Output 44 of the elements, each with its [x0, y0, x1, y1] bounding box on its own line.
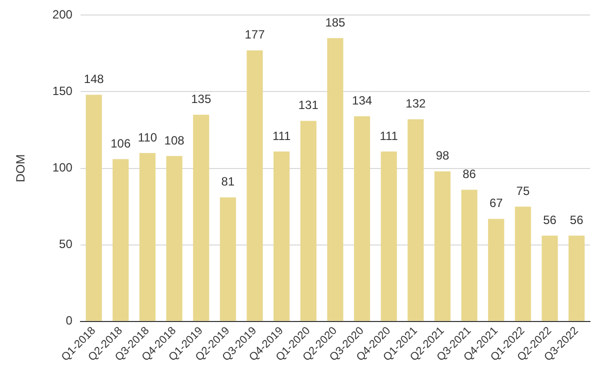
- bar: [542, 236, 558, 321]
- y-tick-label: 50: [59, 237, 73, 252]
- bar: [354, 116, 370, 321]
- bar: [514, 206, 531, 321]
- data-label: 56: [543, 212, 557, 227]
- data-label: 108: [164, 133, 185, 148]
- y-tick-label: 150: [52, 84, 73, 98]
- bar: [488, 218, 504, 321]
- bar: [86, 94, 102, 321]
- bar: [461, 190, 478, 321]
- data-label: 111: [272, 128, 292, 143]
- data-label: 135: [191, 92, 212, 106]
- bar: [568, 236, 585, 321]
- y-axis-title: DOM: [14, 154, 28, 182]
- bar: [166, 156, 182, 321]
- bar: [246, 50, 263, 321]
- data-label: 132: [406, 96, 426, 111]
- data-label: 98: [436, 148, 450, 163]
- data-label: 110: [138, 130, 158, 144]
- data-label: 185: [325, 15, 346, 30]
- data-label: 111: [380, 128, 398, 143]
- bar: [327, 38, 344, 321]
- data-label: 148: [84, 72, 104, 86]
- bar: [380, 151, 397, 321]
- bar: [139, 152, 156, 321]
- bar: [274, 151, 290, 321]
- bar: [220, 197, 236, 321]
- bar: [193, 114, 210, 321]
- data-label: 134: [352, 94, 372, 108]
- bar: [434, 171, 451, 321]
- bar: [408, 119, 424, 321]
- data-label: 75: [516, 184, 530, 198]
- data-label: 67: [489, 196, 504, 210]
- data-label: 86: [462, 167, 476, 182]
- data-label: 56: [570, 212, 584, 227]
- data-label: 81: [221, 174, 235, 189]
- y-tick-label: 200: [52, 8, 73, 22]
- y-tick-label: 100: [52, 160, 73, 175]
- y-tick-label: 0: [66, 314, 73, 328]
- data-label: 177: [244, 28, 266, 42]
- data-label: 106: [110, 136, 131, 150]
- bar: [300, 120, 316, 321]
- data-label: 131: [298, 98, 319, 112]
- bar: [112, 159, 129, 321]
